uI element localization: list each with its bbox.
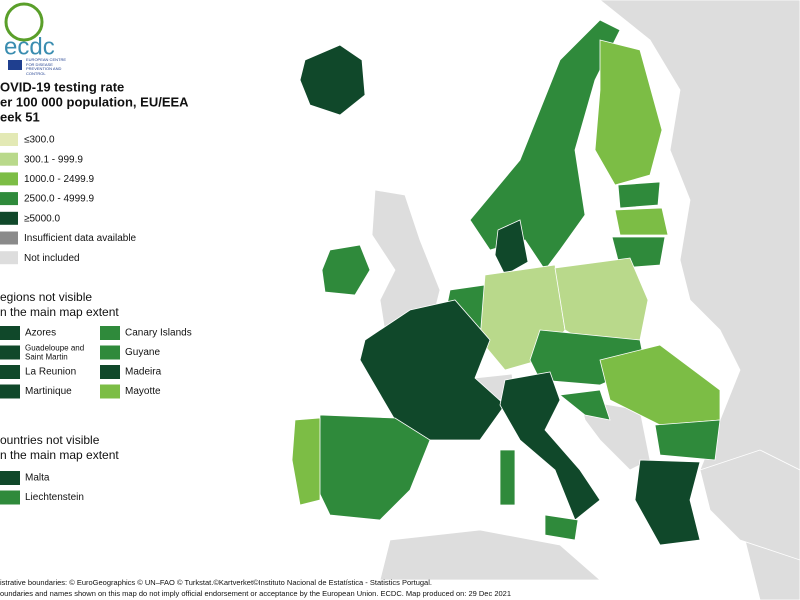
croatia-slovenia — [559, 389, 611, 421]
land-east — [599, 0, 800, 600]
logo: ecdc EUROPEAN CENTRE FOR DISEASE PREVENT… — [4, 2, 67, 76]
sardinia — [499, 449, 516, 506]
footer-line: istrative boundaries: © EuroGeographics … — [0, 578, 432, 587]
legend-label: Madeira — [125, 367, 162, 378]
logo-name: ecdc — [4, 33, 55, 60]
legend-label: ≤300.0 — [24, 135, 55, 146]
legend-label: Guadeloupe and Saint Martin — [25, 344, 84, 362]
logo-subtitle-box: EUROPEAN CENTRE FOR DISEASE PREVENTION A… — [26, 58, 67, 76]
land-turkey — [699, 449, 800, 561]
legend-swatch — [0, 133, 18, 146]
finland — [594, 39, 663, 186]
basemap — [371, 0, 800, 600]
legend-swatch — [0, 192, 18, 206]
legend-label: Not included — [24, 253, 80, 264]
legend-swatch — [0, 365, 20, 379]
countries-map — [291, 19, 721, 546]
greece — [634, 459, 701, 546]
regions-title: n the main map extent — [0, 305, 119, 319]
legend-swatch — [100, 384, 120, 399]
legend-swatch — [100, 345, 120, 360]
legend-label: Liechtenstein — [25, 492, 84, 503]
legend-label: 2500.0 - 4999.9 — [24, 194, 94, 205]
legend-label: ≥5000.0 — [24, 213, 61, 224]
legend-swatch — [0, 471, 20, 485]
ireland — [321, 244, 371, 296]
iceland — [299, 44, 366, 116]
logo-subtitle: EUROPEAN CENTRE FOR DISEASE PREVENTION A… — [26, 58, 67, 76]
legend-swatch — [0, 384, 20, 399]
title-line: er 100 000 population, EU/EEA — [0, 94, 189, 109]
legend-label: Martinique — [25, 386, 72, 397]
land-africa — [379, 529, 602, 581]
poland — [554, 257, 649, 346]
legend-swatch — [0, 172, 18, 186]
legend-label: 300.1 - 999.9 — [24, 154, 83, 165]
denmark — [494, 219, 529, 276]
legend-label: La Reunion — [25, 367, 76, 378]
norway-sweden — [469, 19, 621, 271]
title-line: eek 51 — [0, 109, 40, 124]
sicily — [544, 514, 579, 541]
france — [359, 299, 506, 441]
legend-label: 1000.0 - 2499.9 — [24, 174, 94, 185]
latvia — [614, 207, 669, 236]
legend-swatch — [0, 251, 18, 265]
legend-swatch — [0, 345, 20, 360]
title: OVID-19 testing rate er 100 000 populati… — [0, 79, 189, 124]
legend: ≤300.0 300.1 - 999.9 1000.0 - 2499.9 2500.0… — [0, 133, 137, 265]
legend-swatch — [0, 152, 18, 166]
countries-title: n the main map extent — [0, 448, 119, 462]
italy — [499, 371, 601, 521]
regions-title: egions not visible — [0, 290, 92, 304]
eu-flag — [8, 60, 22, 70]
spain — [317, 414, 431, 521]
legend-swatch — [0, 231, 18, 245]
countries-title: ountries not visible — [0, 433, 100, 447]
estonia — [617, 181, 661, 209]
legend-swatch — [0, 211, 18, 225]
regions-legend: Azores Guadeloupe and Saint Martin La Reuni… — [0, 326, 192, 399]
legend-swatch — [0, 326, 20, 340]
legend-label: Azores — [25, 328, 56, 339]
legend-label: Mayotte — [125, 386, 161, 397]
legend-label: Malta — [25, 473, 50, 484]
countries-legend: Malta Liechtenstein — [0, 471, 84, 505]
legend-swatch — [100, 365, 120, 379]
legend-swatch — [100, 326, 120, 340]
legend-label: Insufficient data available — [24, 233, 137, 244]
logo-globe — [4, 2, 44, 42]
legend-label: Canary Islands — [125, 328, 192, 339]
portugal — [291, 417, 321, 506]
title-line: OVID-19 testing rate — [0, 79, 124, 94]
footer-line: oundaries and names shown on this map do… — [0, 589, 511, 598]
legend-label: Guyane — [125, 347, 160, 358]
legend-swatch — [0, 490, 20, 505]
bulgaria — [654, 419, 721, 461]
